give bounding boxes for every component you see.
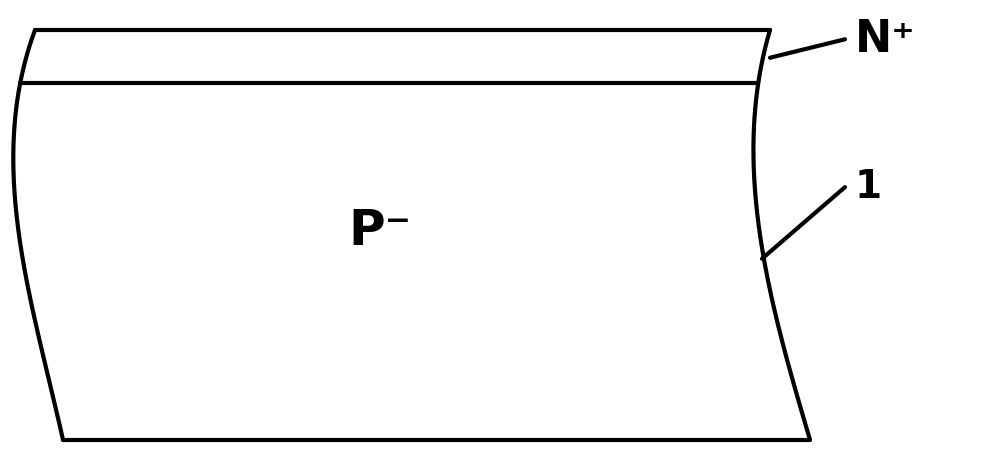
Text: N⁺: N⁺ <box>855 18 916 61</box>
Text: P⁻: P⁻ <box>348 207 412 255</box>
Text: 1: 1 <box>855 168 882 206</box>
